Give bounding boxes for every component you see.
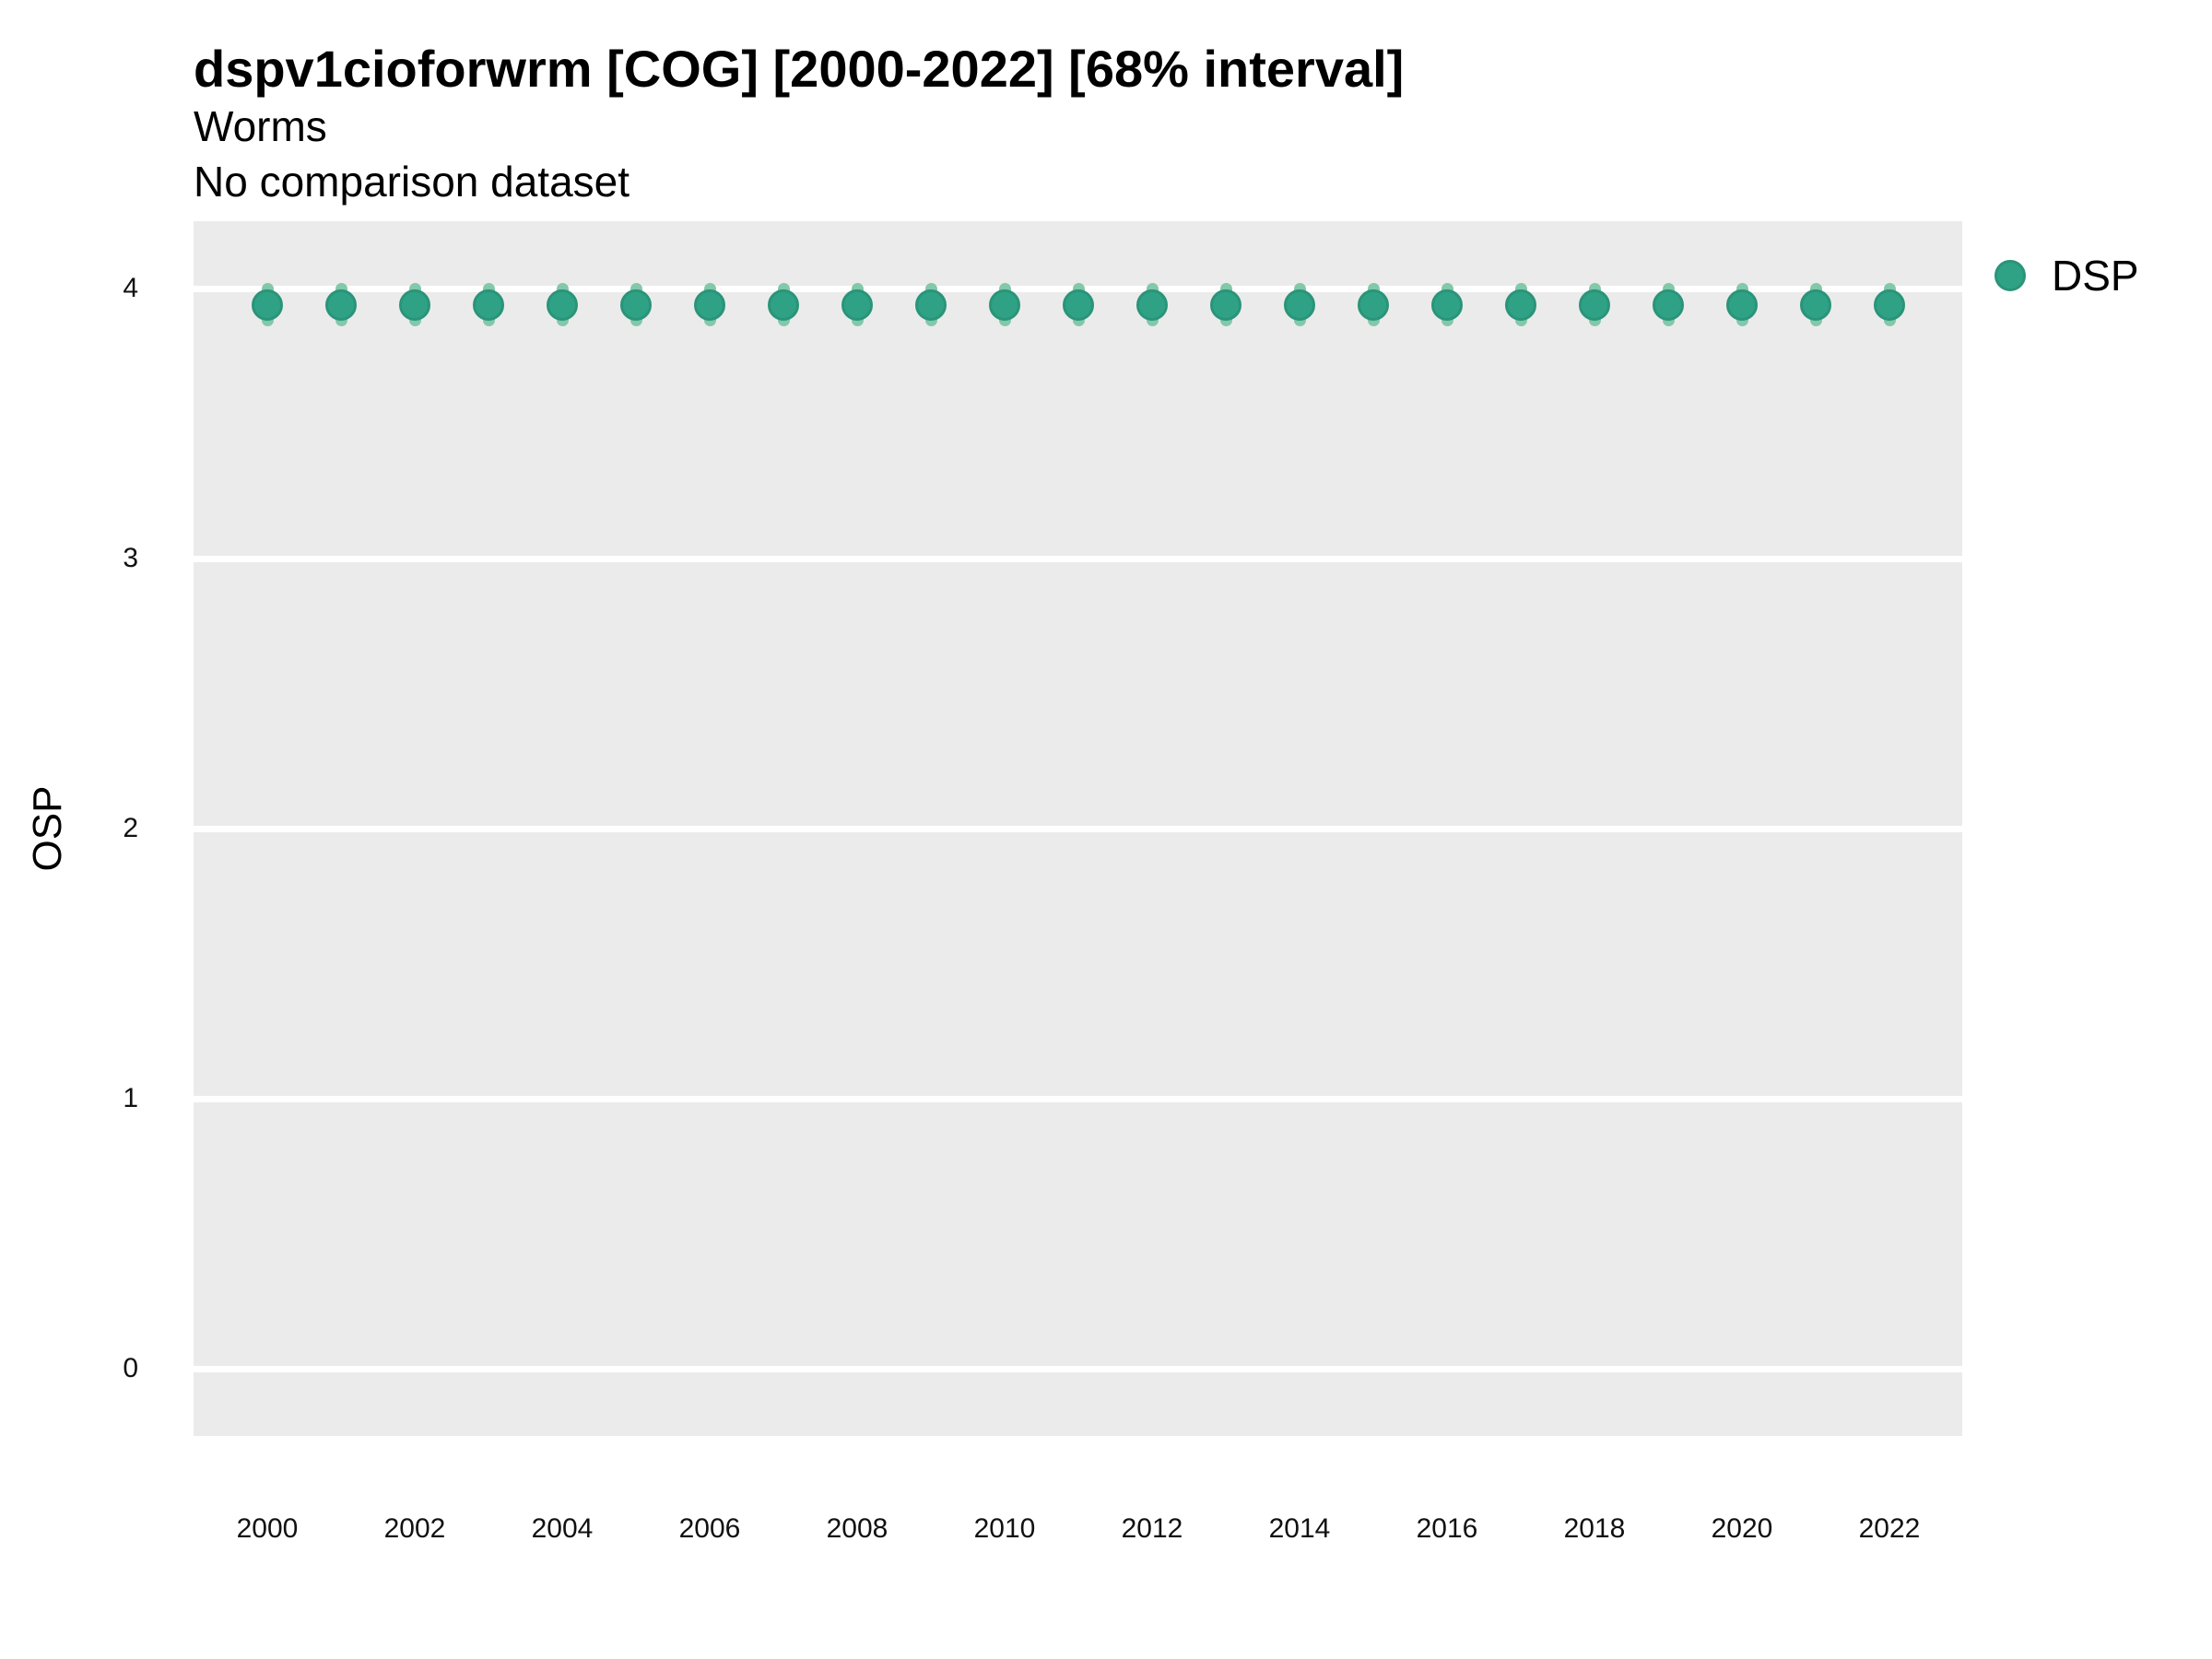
gridline-y-1 [194, 1095, 1962, 1102]
data-point-2020 [1726, 288, 1758, 321]
x-tick-label-2000: 2000 [236, 1513, 299, 1544]
y-tick-label-4: 4 [123, 273, 138, 303]
data-point-2000 [252, 288, 283, 321]
data-point-2003 [473, 288, 504, 321]
x-tick-label-2006: 2006 [678, 1513, 741, 1544]
x-tick-label-2012: 2012 [1121, 1513, 1183, 1544]
data-point-2021 [1800, 288, 1831, 321]
data-point-2019 [1653, 288, 1684, 321]
legend: DSP [1994, 254, 2139, 297]
x-tick-label-2004: 2004 [531, 1513, 594, 1544]
data-point-2015 [1358, 288, 1389, 321]
data-point-2014 [1284, 288, 1315, 321]
y-tick-label-1: 1 [123, 1083, 138, 1113]
data-point-2006 [694, 288, 725, 321]
x-tick-label-2010: 2010 [973, 1513, 1036, 1544]
y-tick-label-0: 0 [123, 1353, 138, 1383]
gridline-y-2 [194, 825, 1962, 832]
gridline-y-3 [194, 555, 1962, 562]
y-tick-label-2: 2 [123, 813, 138, 843]
x-tick-label-2014: 2014 [1268, 1513, 1331, 1544]
chart-comparison-note: No comparison dataset [194, 158, 630, 206]
chart-title: dspv1cioforwrm [COG] [2000-2022] [68% in… [194, 40, 1405, 98]
data-point-2007 [768, 288, 799, 321]
chart-subtitle: Worms [194, 102, 327, 150]
data-point-2005 [620, 288, 652, 321]
x-tick-label-2022: 2022 [1858, 1513, 1921, 1544]
data-point-2017 [1505, 288, 1536, 321]
data-point-2009 [915, 288, 947, 321]
gridline-y-0 [194, 1365, 1962, 1372]
data-point-2001 [325, 288, 357, 321]
legend-circle-icon [1994, 260, 2026, 291]
x-tick-label-2008: 2008 [826, 1513, 888, 1544]
data-point-2010 [989, 288, 1020, 321]
x-tick-label-2016: 2016 [1416, 1513, 1478, 1544]
data-point-2011 [1063, 288, 1094, 321]
plot-panel [194, 221, 1962, 1436]
x-tick-label-2018: 2018 [1563, 1513, 1626, 1544]
legend-label: DSP [2052, 252, 2139, 300]
x-tick-label-2002: 2002 [383, 1513, 446, 1544]
data-point-2018 [1579, 288, 1610, 321]
data-point-2013 [1210, 288, 1241, 321]
data-point-2022 [1874, 288, 1905, 321]
data-point-2004 [547, 288, 578, 321]
data-point-2016 [1431, 288, 1463, 321]
y-tick-label-3: 3 [123, 543, 138, 573]
data-point-2002 [399, 288, 430, 321]
data-point-2008 [841, 288, 873, 321]
x-tick-label-2020: 2020 [1711, 1513, 1773, 1544]
data-point-2012 [1136, 288, 1168, 321]
